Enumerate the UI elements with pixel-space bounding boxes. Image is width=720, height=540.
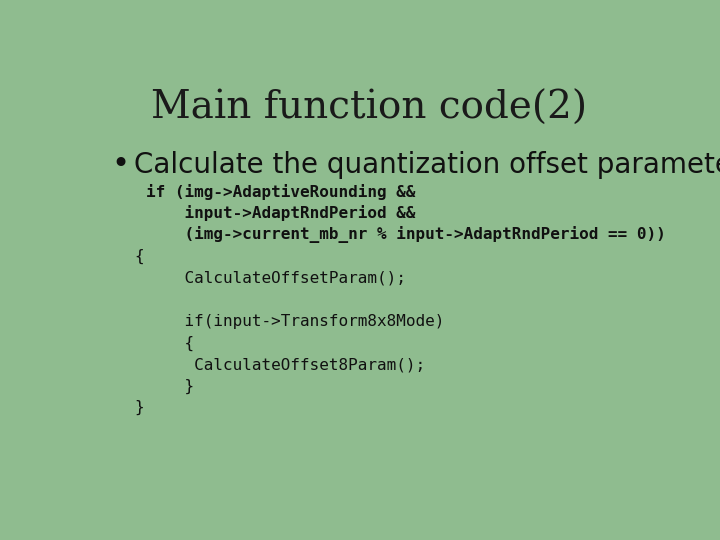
Text: Calculate the quantization offset parameters: Calculate the quantization offset parame… (133, 151, 720, 179)
Text: if (img->AdaptiveRounding &&: if (img->AdaptiveRounding && (145, 184, 415, 200)
Text: }: } (135, 400, 144, 415)
Text: {: { (135, 249, 144, 264)
Text: if(input->Transform8x8Mode): if(input->Transform8x8Mode) (145, 314, 444, 329)
Text: Main function code(2): Main function code(2) (151, 90, 587, 127)
Text: •: • (111, 150, 130, 179)
Text: (img->current_mb_nr % input->AdaptRndPeriod == 0)): (img->current_mb_nr % input->AdaptRndPer… (145, 226, 665, 244)
Text: input->AdaptRndPeriod &&: input->AdaptRndPeriod && (145, 205, 415, 221)
Text: }: } (145, 379, 194, 394)
Text: CalculateOffsetParam();: CalculateOffsetParam(); (145, 271, 405, 286)
Text: CalculateOffset8Param();: CalculateOffset8Param(); (145, 357, 425, 372)
Text: {: { (145, 335, 194, 350)
